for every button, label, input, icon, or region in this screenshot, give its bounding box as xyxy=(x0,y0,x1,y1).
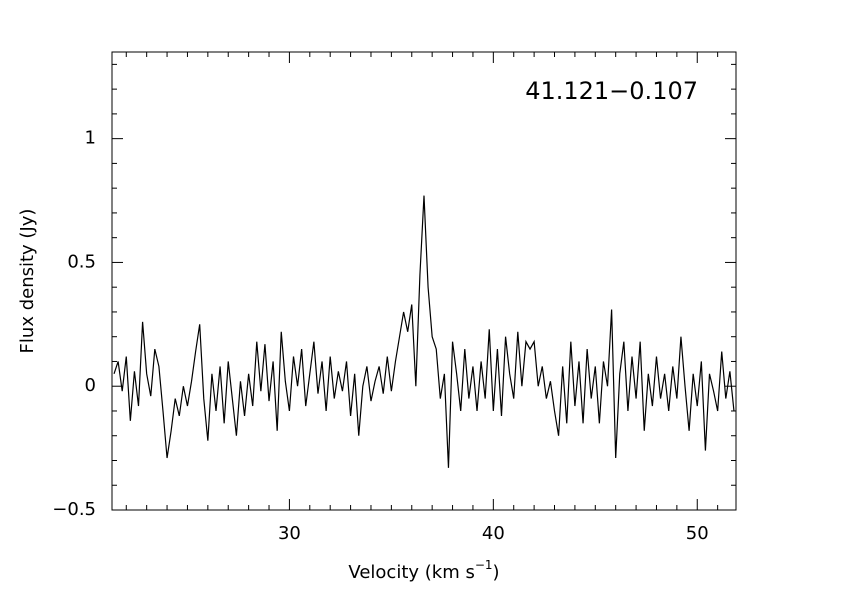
y-axis-label: Flux density (Jy) xyxy=(17,209,38,354)
spectrum-line xyxy=(113,195,735,468)
x-axis-label: Velocity (km s−1) xyxy=(348,558,499,584)
x-tick-label: 40 xyxy=(482,523,505,544)
y-tick-label: −0.5 xyxy=(52,499,96,520)
plot-frame xyxy=(111,51,737,511)
x-label-sup: −1 xyxy=(475,558,493,572)
y-tick-label: 1 xyxy=(85,128,96,149)
y-tick-label: 0.5 xyxy=(67,251,96,272)
x-tick-label: 30 xyxy=(278,523,301,544)
y-tick-label: 0 xyxy=(85,375,96,396)
x-label-main: Velocity (km s xyxy=(348,562,474,583)
chart-title: 41.121−0.107 xyxy=(525,77,698,105)
x-label-end: ) xyxy=(493,562,500,583)
x-tick-label: 50 xyxy=(686,523,709,544)
